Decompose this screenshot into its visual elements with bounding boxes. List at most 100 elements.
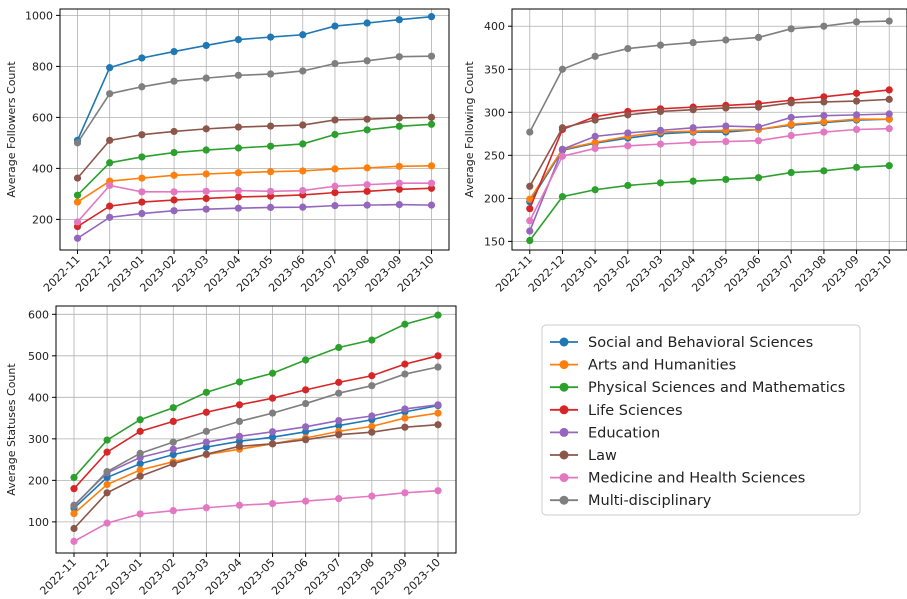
- data-point: [401, 423, 409, 431]
- data-point: [202, 438, 210, 446]
- series-line: [529, 89, 890, 209]
- y-tick-label: 300: [28, 433, 49, 446]
- data-point: [202, 443, 210, 451]
- data-point: [624, 142, 632, 150]
- data-point: [170, 207, 178, 215]
- data-point: [299, 140, 307, 148]
- legend-item: Life Sciences: [550, 403, 683, 419]
- data-point: [368, 336, 376, 344]
- data-point: [558, 193, 567, 201]
- series-line: [529, 118, 890, 203]
- data-point: [885, 115, 893, 123]
- data-point: [368, 422, 376, 430]
- y-tick-label: 400: [32, 162, 53, 175]
- grid: [56, 306, 456, 553]
- data-point: [136, 466, 144, 474]
- data-point: [885, 162, 893, 170]
- data-point: [268, 394, 277, 402]
- data-point: [395, 53, 403, 61]
- data-point: [852, 97, 861, 105]
- data-point: [170, 171, 178, 179]
- legend-marker: [559, 405, 569, 415]
- series-arts-and-humanities: [526, 115, 893, 203]
- y-tick-label: 800: [32, 60, 53, 73]
- data-point: [202, 187, 210, 195]
- data-point: [138, 131, 146, 139]
- data-point: [363, 115, 371, 123]
- data-point: [335, 378, 343, 386]
- data-point: [138, 188, 146, 196]
- data-point: [591, 116, 599, 124]
- data-point: [331, 165, 339, 173]
- series-line: [77, 165, 432, 203]
- data-point: [266, 33, 275, 41]
- data-point: [266, 122, 275, 130]
- legend-label: Education: [588, 425, 660, 441]
- data-point: [70, 524, 78, 533]
- data-point: [434, 487, 442, 495]
- data-point: [169, 404, 177, 412]
- data-point: [169, 438, 177, 446]
- data-point: [591, 186, 599, 194]
- data-point: [138, 209, 146, 218]
- data-point: [820, 128, 828, 136]
- data-point: [335, 495, 343, 503]
- data-point: [526, 236, 534, 245]
- axes-frame: [511, 8, 907, 251]
- legend-label: Medicine and Health Sciences: [588, 471, 805, 487]
- data-point: [656, 179, 665, 187]
- y-tick-label: 1000: [25, 9, 53, 22]
- data-point: [368, 382, 376, 390]
- grid: [60, 9, 449, 250]
- data-point: [106, 159, 114, 167]
- data-point: [395, 201, 403, 209]
- x-tick-label: 2023-10: [401, 556, 443, 598]
- data-point: [335, 416, 343, 425]
- y-tick-label: 300: [484, 106, 505, 119]
- data-point: [820, 112, 828, 120]
- series-line: [73, 314, 439, 478]
- series-line: [73, 404, 439, 509]
- data-point: [526, 217, 534, 225]
- y-tick-label: 200: [484, 192, 505, 205]
- data-point: [434, 311, 442, 319]
- data-point: [368, 492, 376, 500]
- data-point: [395, 114, 403, 122]
- data-point: [852, 18, 861, 26]
- data-point: [70, 485, 78, 493]
- legend-label: Multi-disciplinary: [588, 493, 712, 509]
- series-line: [77, 187, 432, 228]
- data-point: [234, 186, 243, 195]
- data-point: [363, 164, 371, 172]
- data-point: [266, 70, 275, 78]
- chart-panel-2: 1502002503003504002022-112022-122023-012…: [463, 8, 907, 295]
- data-point: [106, 64, 114, 72]
- legend: Social and Behavioral Sciences Arts and H…: [541, 324, 861, 516]
- data-point: [266, 187, 275, 195]
- data-point: [106, 136, 114, 144]
- data-point: [169, 507, 177, 515]
- data-point: [234, 169, 243, 177]
- data-point: [820, 167, 828, 175]
- series-line: [529, 20, 890, 133]
- data-point: [170, 196, 178, 204]
- legend-label: Social and Behavioral Sciences: [588, 335, 813, 351]
- data-point: [434, 401, 442, 409]
- data-point: [268, 369, 277, 377]
- series-medicine-and-health-sciences: [526, 125, 893, 225]
- legend-marker: [559, 495, 569, 505]
- data-point: [434, 363, 442, 371]
- data-point: [302, 356, 310, 364]
- series-line: [529, 164, 890, 242]
- series-line: [73, 366, 439, 507]
- data-point: [331, 202, 339, 210]
- data-point: [401, 370, 409, 378]
- data-point: [266, 203, 275, 212]
- data-point: [138, 198, 146, 206]
- data-point: [689, 138, 697, 147]
- data-point: [787, 168, 795, 177]
- series-law: [73, 113, 436, 182]
- data-point: [368, 372, 376, 380]
- data-point: [787, 120, 795, 128]
